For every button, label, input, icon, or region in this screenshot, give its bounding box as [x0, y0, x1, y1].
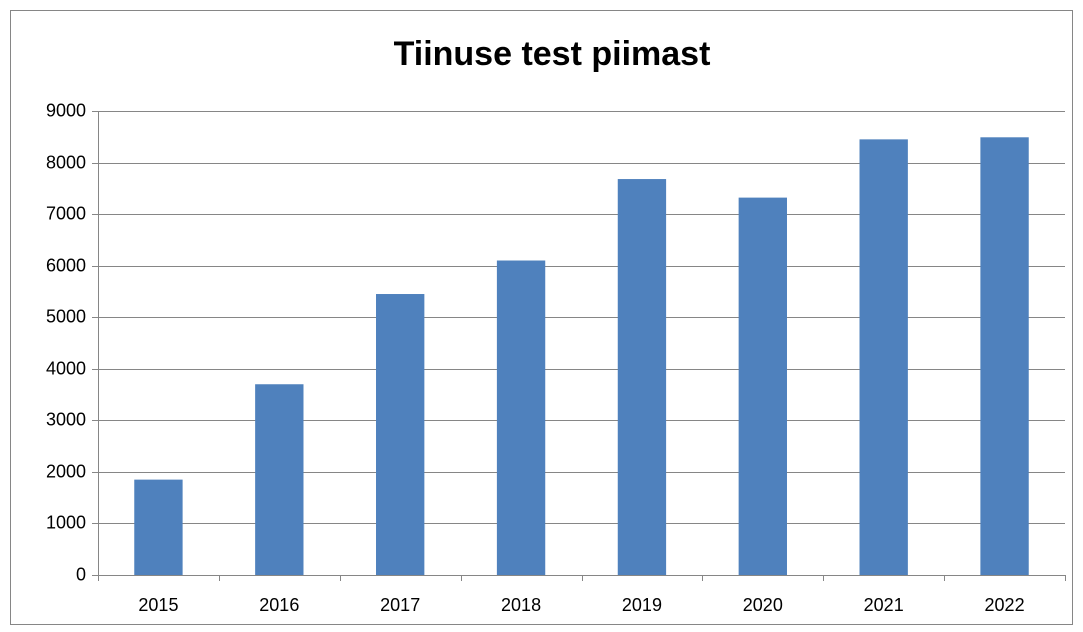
y-tick-label: 4000	[46, 358, 86, 378]
bar	[859, 139, 908, 575]
x-tick-label: 2019	[622, 595, 662, 615]
chart-title: Tiinuse test piimast	[394, 35, 711, 73]
bar	[738, 197, 787, 575]
x-tick-label: 2017	[380, 595, 420, 615]
y-tick-label: 3000	[46, 409, 86, 429]
x-tick-label: 2022	[985, 595, 1025, 615]
y-tick-label: 0	[76, 564, 86, 584]
y-tick-label: 8000	[46, 152, 86, 172]
x-tick-label: 2016	[259, 595, 299, 615]
x-tick-label: 2018	[501, 595, 541, 615]
bar	[617, 179, 667, 575]
bar	[255, 384, 304, 575]
y-tick-label: 9000	[46, 100, 86, 120]
x-tick-label: 2020	[743, 595, 783, 615]
x-tick-label: 2015	[138, 595, 178, 615]
y-tick-label: 1000	[46, 512, 86, 532]
bar	[134, 479, 183, 575]
y-tick-label: 5000	[46, 306, 86, 326]
bar	[376, 294, 425, 575]
bar	[496, 260, 546, 575]
y-tick-label: 2000	[46, 461, 86, 481]
bar	[980, 137, 1029, 575]
x-tick-label: 2021	[864, 595, 904, 615]
y-tick-label: 6000	[46, 255, 86, 275]
y-tick-label: 7000	[46, 203, 86, 223]
